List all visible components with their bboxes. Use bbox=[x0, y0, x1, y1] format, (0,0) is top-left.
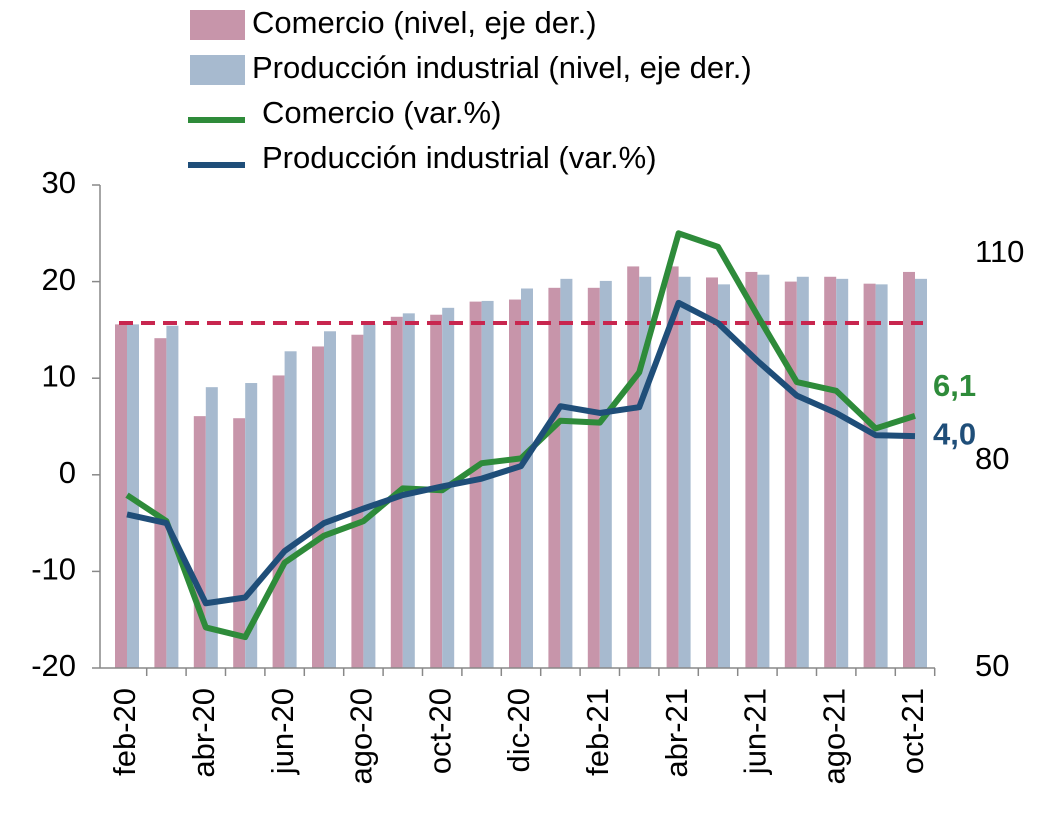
end-label: 4,0 bbox=[933, 416, 976, 451]
legend-label: Comercio (var.%) bbox=[262, 95, 501, 130]
bar bbox=[587, 287, 600, 668]
legend-swatch bbox=[190, 10, 245, 40]
bar bbox=[678, 276, 691, 668]
bar bbox=[351, 334, 364, 668]
bar bbox=[757, 274, 770, 668]
y-tick-label: -20 bbox=[31, 648, 76, 683]
x-tick-label: jun-21 bbox=[738, 688, 773, 775]
y2-tick-label: 80 bbox=[975, 441, 1009, 476]
bar bbox=[272, 375, 285, 668]
bar bbox=[115, 324, 127, 668]
legend-label: Producción industrial (nivel, eje der.) bbox=[252, 50, 752, 85]
bar bbox=[363, 323, 376, 668]
x-tick-label: oct-20 bbox=[422, 688, 457, 774]
bar bbox=[824, 276, 837, 668]
bar bbox=[193, 416, 206, 668]
bar bbox=[863, 283, 876, 668]
legend-label: Comercio (nivel, eje der.) bbox=[252, 5, 597, 40]
legend-swatch bbox=[190, 55, 245, 85]
bar bbox=[745, 271, 758, 668]
x-tick-label: feb-20 bbox=[107, 688, 142, 776]
end-label: 6,1 bbox=[933, 368, 976, 403]
bar bbox=[205, 387, 218, 668]
bar bbox=[903, 271, 915, 668]
x-tick-label: dic-20 bbox=[501, 688, 536, 772]
bar bbox=[836, 278, 849, 668]
y-tick-label: 10 bbox=[42, 358, 76, 393]
bar bbox=[469, 301, 482, 668]
bar bbox=[599, 280, 612, 668]
bar bbox=[718, 284, 730, 668]
y2-tick-label: 110 bbox=[975, 234, 1024, 269]
bar bbox=[509, 299, 521, 668]
bar bbox=[548, 287, 561, 668]
bar bbox=[521, 288, 533, 668]
y2-tick-label: 50 bbox=[975, 648, 1009, 683]
x-tick-label: jun-20 bbox=[265, 688, 300, 775]
y-tick-label: 20 bbox=[42, 262, 76, 297]
bar bbox=[154, 338, 167, 668]
bar bbox=[166, 325, 179, 668]
bar bbox=[915, 278, 927, 668]
line bbox=[126, 299, 916, 607]
bar bbox=[560, 278, 573, 668]
bar bbox=[796, 276, 809, 668]
bar bbox=[481, 300, 494, 668]
x-tick-label: ago-20 bbox=[344, 688, 379, 785]
y-tick-label: -10 bbox=[31, 552, 76, 587]
x-tick-label: feb-21 bbox=[580, 688, 615, 776]
x-tick-label: abr-20 bbox=[186, 688, 221, 778]
y-tick-label: 0 bbox=[59, 455, 76, 490]
line bbox=[125, 230, 916, 641]
bar bbox=[875, 284, 888, 668]
bar bbox=[784, 281, 797, 668]
x-tick-label: abr-21 bbox=[659, 688, 694, 778]
y-tick-label: 30 bbox=[42, 165, 76, 200]
bar bbox=[312, 346, 324, 668]
bar bbox=[284, 351, 297, 668]
bar bbox=[666, 266, 679, 668]
x-tick-label: oct-21 bbox=[895, 688, 930, 774]
legend-label: Producción industrial (var.%) bbox=[262, 140, 657, 175]
x-tick-label: ago-21 bbox=[816, 688, 851, 785]
bar bbox=[233, 418, 246, 668]
bar bbox=[706, 277, 718, 668]
bar bbox=[627, 266, 640, 668]
bar bbox=[639, 276, 652, 668]
bar bbox=[324, 331, 336, 668]
